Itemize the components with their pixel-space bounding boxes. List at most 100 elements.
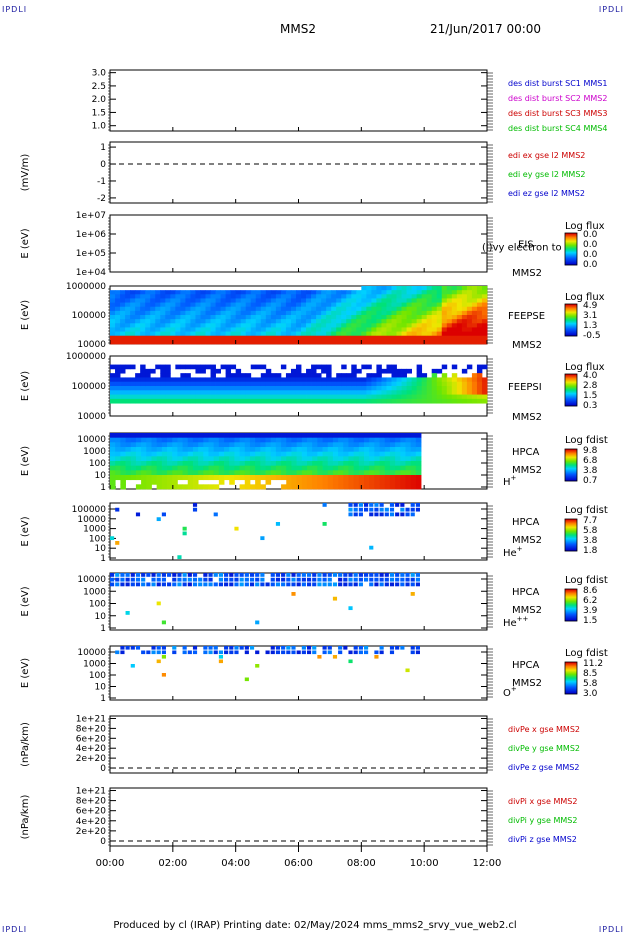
hpca-h-cell [213,475,220,481]
feepsi-cell [336,381,342,387]
hpca-he2-cell [239,577,244,582]
feepsi-cell [185,386,191,391]
hpca-h-cell [249,484,256,490]
feepse-cell [185,302,191,308]
hpca-h-cell [234,475,240,481]
hpca-he2-cell [172,577,177,582]
feepse-cell [130,306,136,312]
feepse-cell [351,335,357,341]
feepse-cell [130,339,136,345]
feepsi-cell [160,398,166,404]
feepse-cell [321,290,327,295]
feepsi-cell [235,398,242,404]
panel-2-legend-entry: edi ez gse l2 MMS2 [508,189,585,198]
hpca-o-cell [120,650,125,655]
panel-4-colorbar-cell [565,306,577,308]
hpca-h-cell [167,475,173,481]
feepse-cell [200,302,206,308]
hpca-h-cell [203,451,209,457]
feepsi-cell [336,373,342,378]
feepsi-cell [376,386,382,391]
feepse-cell [421,302,428,308]
feepse-cell [125,327,131,332]
hpca-he2-cell [281,582,286,587]
hpca-h-cell [115,456,121,462]
feepse-cell [285,319,292,324]
panel-4-colorbar-cell [565,330,577,332]
feepsi-cell [451,373,458,378]
hpca-o-cell [239,646,244,650]
hpca-h-cell [312,442,318,448]
hpca-he2-cell [260,573,265,577]
hpca-h-cell [135,470,142,476]
panel-11-legend-entry: divPi z gse MMS2 [508,835,577,844]
hpca-h-cell [379,475,386,481]
hpca-he2-cell [265,582,270,587]
feepse-cell [295,294,302,299]
hpca-he2-cell [410,573,415,577]
feepse-cell [145,315,151,320]
feepse-cell [391,302,397,308]
hpca-o-cell [291,650,296,655]
hpca-h-cell [374,470,380,476]
feepse-cell [235,327,242,332]
feepse-cell [145,339,151,345]
feepsi-cell [215,377,221,383]
feepsi-cell [120,381,126,387]
hpca-h-cell [291,465,298,471]
feepse-cell [401,319,407,324]
panel-7-colorbar-cell [565,542,577,544]
hpca-he2-cell [260,577,265,582]
hpca-h-cell [291,470,298,476]
feepse-cell [130,327,136,332]
feepsi-cell [220,381,227,387]
feepse-cell [471,323,478,328]
feepse-cell [386,335,392,341]
hpca-h-cell [110,479,116,485]
feepsi-cell [376,390,382,395]
feepse-cell [306,298,312,303]
feepse-cell [451,306,458,312]
hpca-h-cell [410,433,417,439]
hpca-he2-cell [275,582,281,587]
hpca-h-cell [415,433,422,439]
feepse-cell [431,331,438,337]
feepse-cell [391,306,397,312]
feepse-cell [165,315,171,320]
feepse-cell [270,294,277,299]
feepse-cell [235,302,242,308]
hpca-h-cell [322,447,329,453]
feepse-cell [290,327,297,332]
hpca-h-cell [384,479,391,485]
hpca-he2-cell [208,577,213,582]
feepse-cell [285,339,292,345]
footer-credit: Produced by cl (IRAP) Printing date: 02/… [113,920,517,931]
feepsi-cell [280,390,287,395]
feepse-cell [260,290,267,295]
panel-6-colorbar-cell [565,461,577,463]
panel-3-ytick-label: 1e+06 [76,230,107,240]
feepse-cell [255,302,262,308]
hpca-he2-cell [338,582,343,587]
feepsi-cell [351,390,357,395]
panel-6-colorbar-cell [565,464,577,466]
feepse-cell [235,331,242,337]
panel-5-colorbar-cell [565,378,577,380]
feepse-cell [361,331,367,337]
hpca-he2-cell [281,573,286,577]
feepsi-cell [140,377,146,383]
feepse-cell [210,323,216,328]
feepsi-cell [220,364,227,370]
feepse-cell [195,319,201,324]
hpca-h-cell [338,447,344,453]
hpca-h-cell [115,461,121,467]
feepsi-cell [436,390,443,395]
hpca-he2-cell [120,582,125,587]
feepse-cell [471,339,478,345]
feepse-cell [431,327,438,332]
feepse-cell [411,319,418,324]
hpca-h-cell [203,456,209,462]
panel-1-legend-entry: des dist burst SC4 MMS4 [508,124,607,133]
panel-6-colorbar-cell [565,452,577,454]
panel-4-colorbar-cell [565,328,577,330]
